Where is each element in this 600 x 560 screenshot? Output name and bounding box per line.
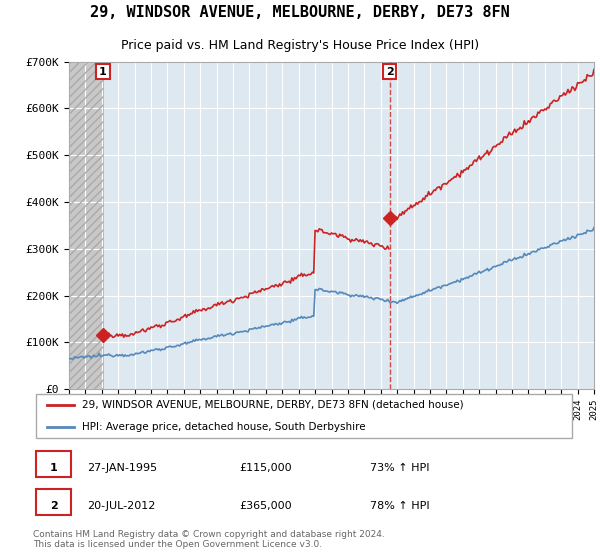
Text: £115,000: £115,000 [239,463,292,473]
Text: 73% ↑ HPI: 73% ↑ HPI [370,463,429,473]
FancyBboxPatch shape [36,451,71,477]
Bar [69,62,103,389]
FancyBboxPatch shape [36,394,572,438]
Text: 2: 2 [386,67,394,77]
Text: 29, WINDSOR AVENUE, MELBOURNE, DERBY, DE73 8FN: 29, WINDSOR AVENUE, MELBOURNE, DERBY, DE… [90,6,510,20]
Text: Contains HM Land Registry data © Crown copyright and database right 2024.
This d: Contains HM Land Registry data © Crown c… [33,530,385,549]
Text: £365,000: £365,000 [239,501,292,511]
Text: 27-JAN-1995: 27-JAN-1995 [88,463,157,473]
Text: 29, WINDSOR AVENUE, MELBOURNE, DERBY, DE73 8FN (detached house): 29, WINDSOR AVENUE, MELBOURNE, DERBY, DE… [82,400,463,410]
Text: 78% ↑ HPI: 78% ↑ HPI [370,501,429,511]
Bar [69,62,103,389]
Text: Price paid vs. HM Land Registry's House Price Index (HPI): Price paid vs. HM Land Registry's House … [121,39,479,53]
Text: 1: 1 [99,67,107,77]
Text: 1: 1 [50,463,58,473]
Text: 20-JUL-2012: 20-JUL-2012 [88,501,155,511]
Text: 2: 2 [50,501,58,511]
FancyBboxPatch shape [36,489,71,515]
Text: HPI: Average price, detached house, South Derbyshire: HPI: Average price, detached house, Sout… [82,422,365,432]
